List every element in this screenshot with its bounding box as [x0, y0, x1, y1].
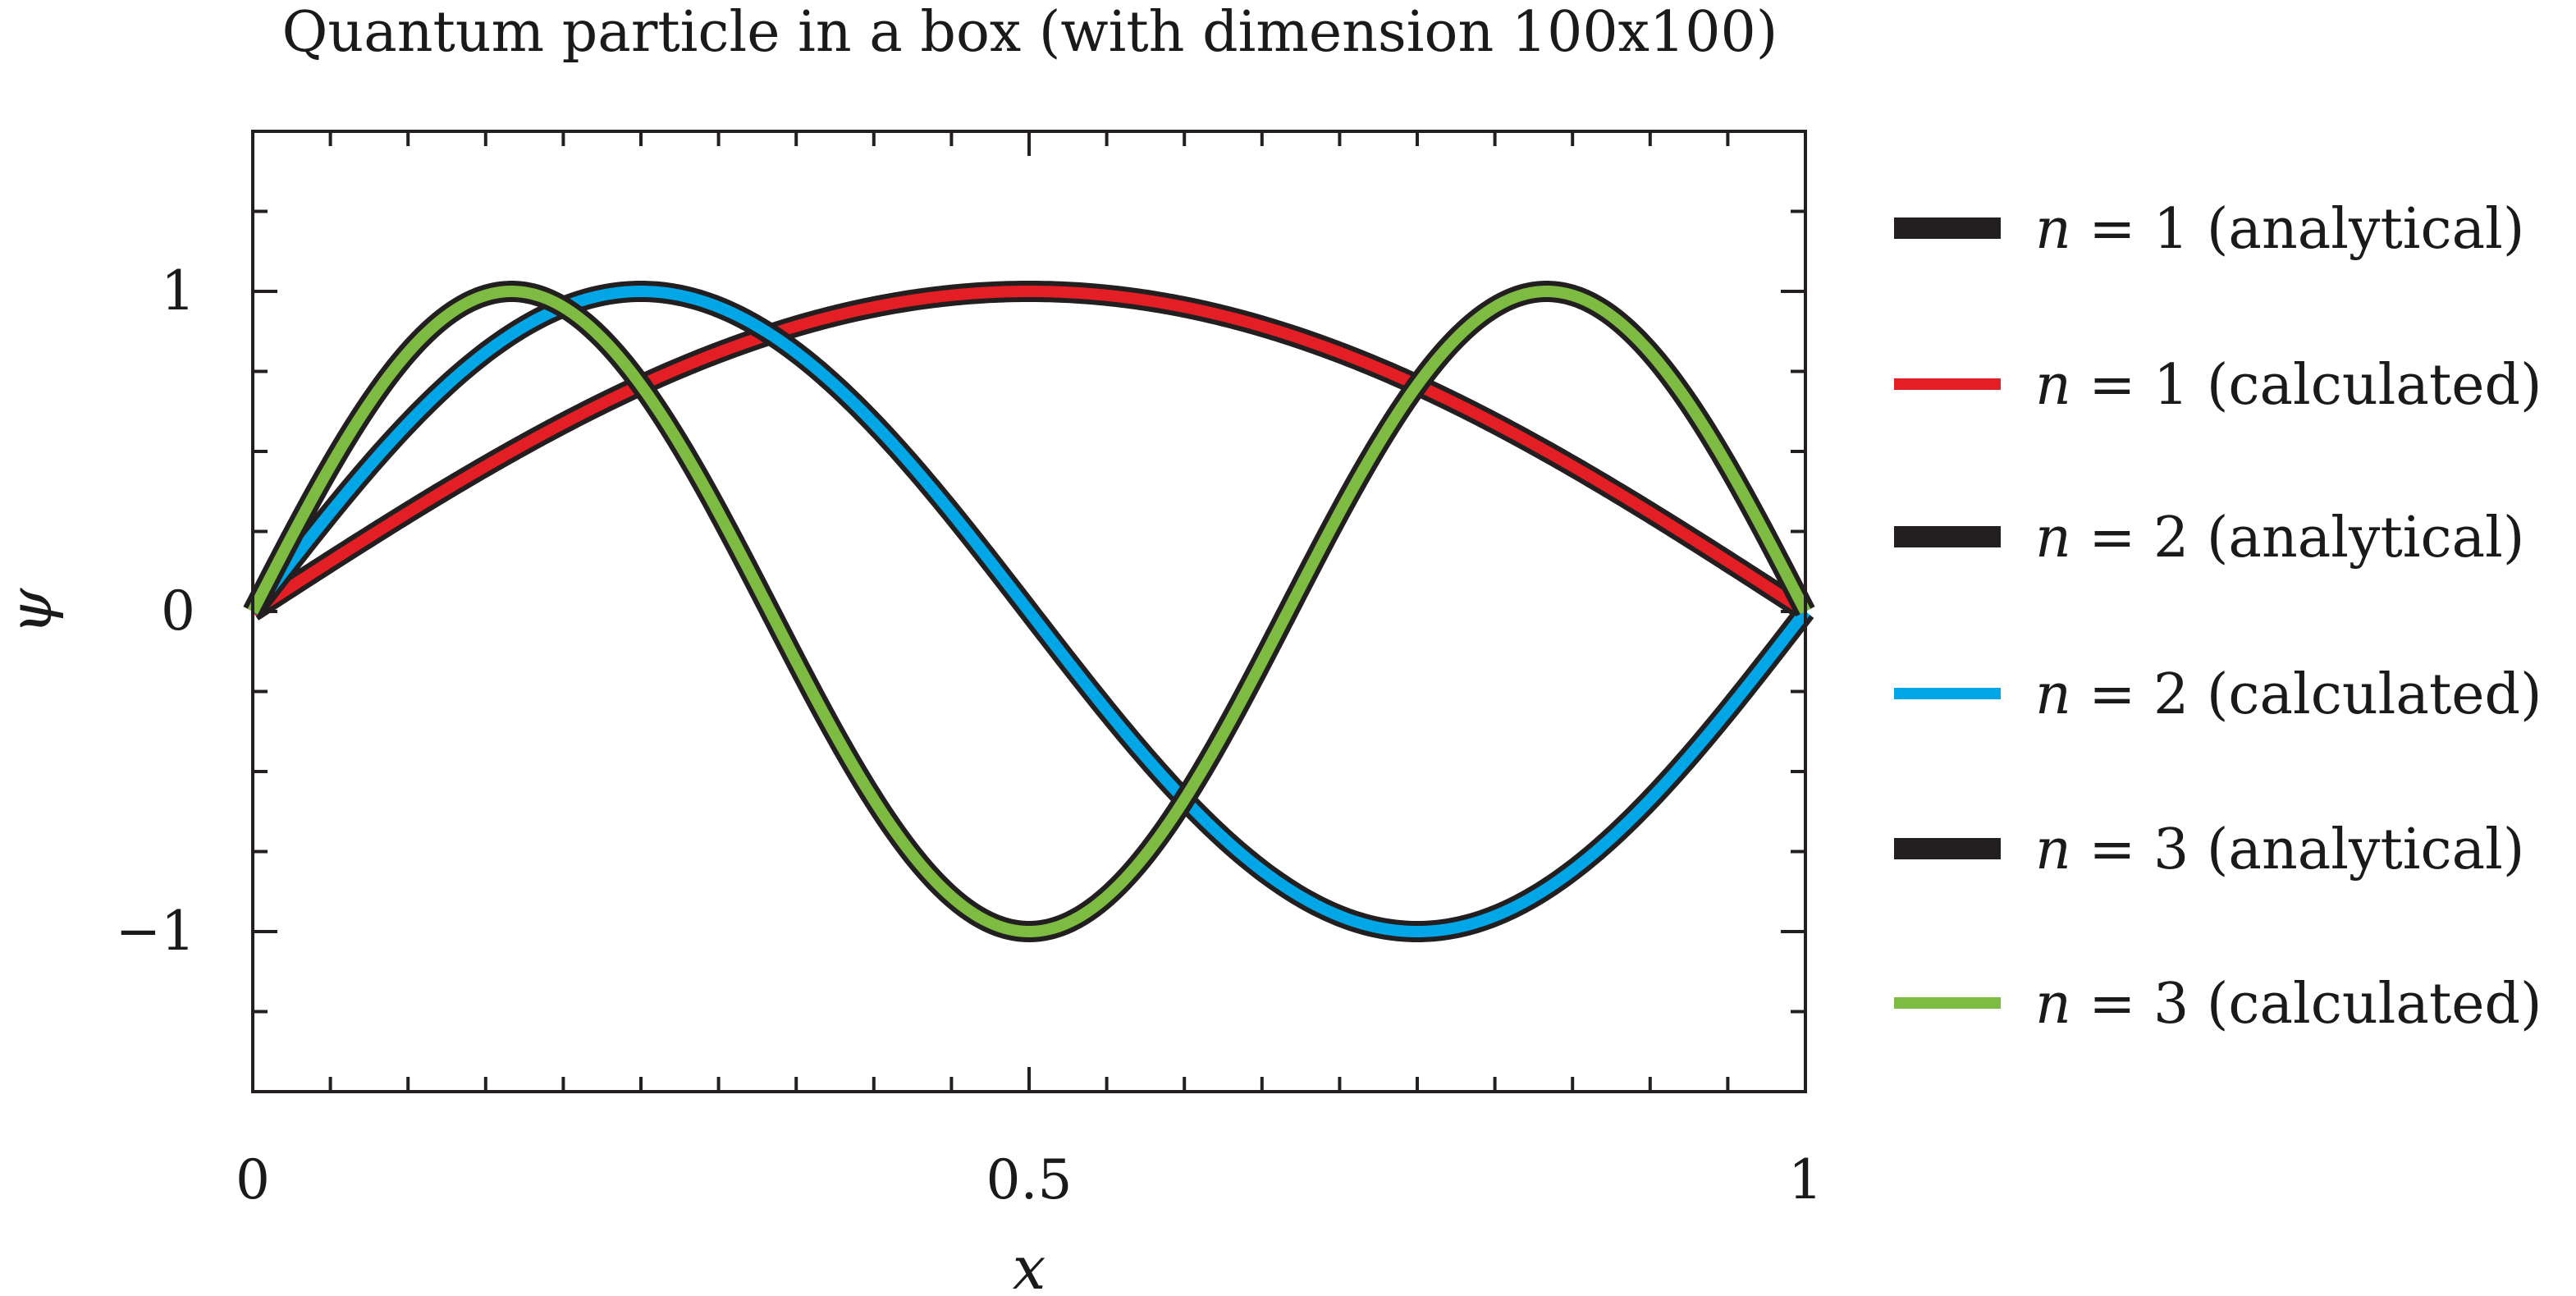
x-tick-label: 0.5: [986, 1148, 1073, 1211]
legend-label: n = 1 (calculated): [2035, 353, 2542, 418]
legend-label: n = 1 (analytical): [2035, 197, 2524, 262]
series-line-n1-calculated: [249, 286, 1809, 616]
legend-label: n = 3 (calculated): [2035, 972, 2542, 1037]
plot-curves: [243, 281, 1815, 942]
y-tick-label: 1: [161, 259, 195, 323]
y-tick-label: 0: [161, 579, 195, 643]
y-tick-label: −1: [116, 900, 195, 963]
legend-label: n = 2 (analytical): [2035, 506, 2524, 570]
x-tick-label: 0: [236, 1148, 270, 1211]
series-line-n2-calculated: [248, 286, 1810, 937]
y-axis-label: ψ: [0, 587, 65, 634]
chart-title: Quantum particle in a box (with dimensio…: [282, 0, 1778, 65]
series-line-n3-calculated: [247, 286, 1811, 937]
legend: n = 1 (analytical) n = 1 (calculated) n = …: [1894, 197, 2542, 1037]
plot-frame: [251, 130, 1807, 1093]
legend-label: n = 3 (analytical): [2035, 817, 2524, 882]
tick-labels: 0 0.5 1 −1 0 1: [116, 259, 1823, 1211]
tick-marks: [251, 130, 1807, 1093]
x-tick-label: 1: [1788, 1148, 1823, 1211]
legend-label: n = 2 (calculated): [2035, 662, 2542, 727]
x-axis-label: x: [1013, 1234, 1046, 1296]
